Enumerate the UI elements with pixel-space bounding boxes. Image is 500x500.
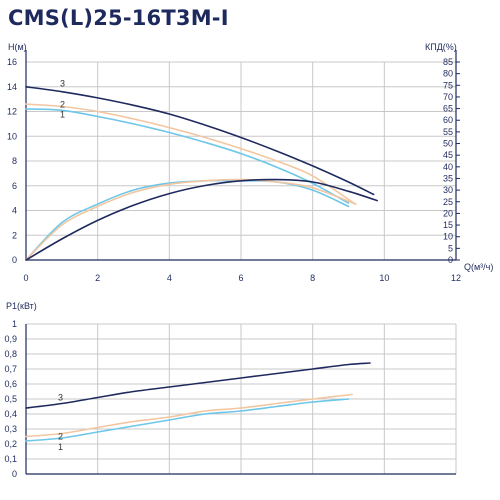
y2-tick-label: 30 <box>443 185 453 195</box>
power-tick-label: 0,2 <box>4 439 17 449</box>
y2-tick-label: 75 <box>443 80 453 90</box>
bottom-grid <box>25 323 457 475</box>
y-tick-label: 14 <box>7 82 17 92</box>
power-curve-3 <box>25 362 371 409</box>
power-tick-label: 0,4 <box>4 409 17 419</box>
y2-tick-label: 85 <box>443 57 453 67</box>
y-tick-label: 16 <box>7 57 17 67</box>
power-tick-label: 1 <box>12 319 17 329</box>
power-tick-label: 0,6 <box>4 379 17 389</box>
power-tick-label: 0,7 <box>4 364 17 374</box>
y2-tick-label: 80 <box>443 69 453 79</box>
x-tick-label: 6 <box>238 273 243 283</box>
head-curve-label-1: 1 <box>60 109 65 119</box>
head-curve-2 <box>25 103 357 206</box>
x-tick-label: 10 <box>379 273 389 283</box>
curves <box>25 86 378 442</box>
y-tick-label: 6 <box>12 181 17 191</box>
y-tick-label: 8 <box>12 156 17 166</box>
x-tick-label: 8 <box>310 273 315 283</box>
y2-tick-label: 5 <box>448 243 453 253</box>
power-tick-label: 0,9 <box>4 334 17 344</box>
y-tick-label: 12 <box>7 107 17 117</box>
y2-tick-label: 70 <box>443 92 453 102</box>
chart-title: CMS(L)25-16T3M-I <box>8 6 229 30</box>
y2-axis-label-efficiency: КПД(%) <box>425 42 457 52</box>
head-curve-label-3: 3 <box>60 79 65 89</box>
y2-tick-label: 20 <box>443 208 453 218</box>
y-axis-label-power: P1(кВт) <box>6 301 37 311</box>
x-tick-label: 2 <box>95 273 100 283</box>
efficiency-curve-3 <box>25 178 378 261</box>
y-axis-label-head: H(м) <box>8 42 27 52</box>
head-curve-label-2: 2 <box>60 100 65 110</box>
head-curve-3 <box>25 86 375 196</box>
x-tick-label: 4 <box>167 273 172 283</box>
x-tick-label: 12 <box>451 273 461 283</box>
y2-tick-label: 15 <box>443 220 453 230</box>
y2-tick-label: 55 <box>443 127 453 137</box>
y2-tick-label: 35 <box>443 173 453 183</box>
power-curve-label-3: 3 <box>58 393 63 403</box>
head-curve-1 <box>25 108 350 204</box>
power-tick-label: 0,3 <box>4 424 17 434</box>
power-curve-2 <box>25 393 353 438</box>
y-tick-label: 4 <box>12 206 17 216</box>
y-tick-label: 0 <box>12 255 17 265</box>
x-axis-label-flow: Q(м³/ч) <box>464 262 493 272</box>
y2-tick-label: 60 <box>443 115 453 125</box>
y-tick-label: 10 <box>7 131 17 141</box>
tick-labels: 0 2 4 6 8 10 120246810121416051015202530354045… <box>4 57 461 479</box>
power-tick-label: 0,8 <box>4 349 17 359</box>
y2-tick-label: 25 <box>443 197 453 207</box>
x-tick-label: 0 <box>23 273 28 283</box>
top-grid <box>25 50 460 261</box>
power-curve-label-1: 1 <box>58 442 63 452</box>
y2-tick-label: 45 <box>443 150 453 160</box>
y-tick-label: 2 <box>12 230 17 240</box>
power-tick-label: 0 <box>12 469 17 479</box>
y2-tick-label: 40 <box>443 162 453 172</box>
efficiency-curve-1 <box>25 179 350 261</box>
power-curve-1 <box>25 398 350 442</box>
y2-tick-label: 50 <box>443 139 453 149</box>
y2-tick-label: 0 <box>448 255 453 265</box>
power-tick-label: 0,5 <box>4 394 17 404</box>
power-tick-label: 0,1 <box>4 454 17 464</box>
y2-tick-label: 10 <box>443 232 453 242</box>
efficiency-curve-2 <box>25 178 357 261</box>
power-curve-label-2: 2 <box>58 432 63 442</box>
y2-tick-label: 65 <box>443 104 453 114</box>
